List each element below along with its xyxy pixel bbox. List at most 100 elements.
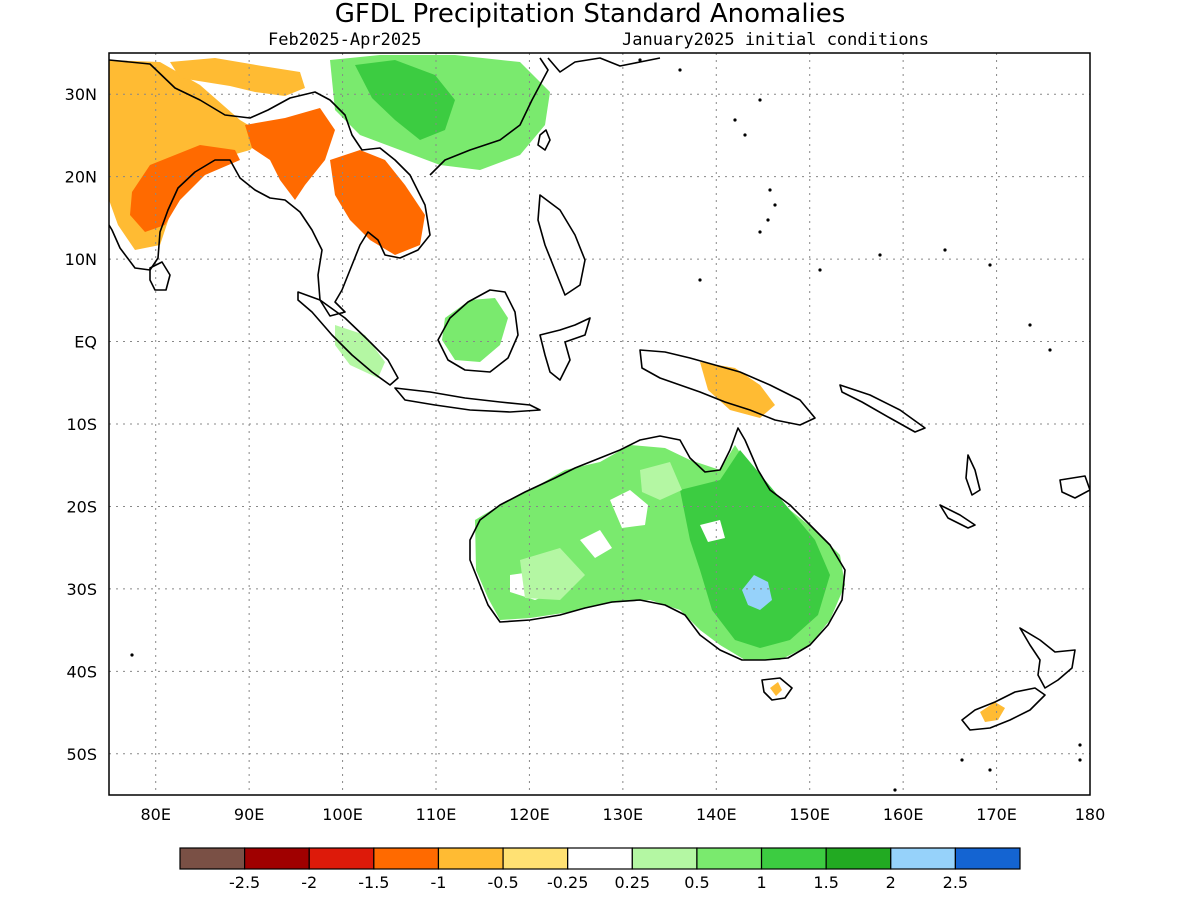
graticule — [109, 53, 1090, 795]
anomaly-region-china-core-wet — [355, 60, 455, 140]
small-island — [1048, 348, 1052, 352]
colorbar-label: 0.25 — [614, 873, 650, 892]
lat-tick-label: 10N — [65, 250, 97, 269]
small-island — [818, 268, 822, 272]
small-island — [988, 263, 992, 267]
small-island — [678, 68, 682, 72]
anomaly-region-tasmania-dry — [770, 682, 782, 696]
lon-tick-label: 100E — [322, 805, 363, 824]
small-island — [1078, 743, 1082, 747]
lon-tick-label: 90E — [234, 805, 264, 824]
anomaly-region-thailand-laos-dry — [330, 150, 425, 255]
small-island — [893, 788, 897, 792]
coastline-china-coast — [429, 57, 549, 176]
anomaly-neutral-patch — [700, 520, 725, 542]
anomaly-region-nsw-peak — [742, 575, 772, 610]
colorbar-label: 2.5 — [943, 873, 968, 892]
colorbar-swatch — [373, 847, 440, 870]
lon-tick-label: 140E — [696, 805, 737, 824]
coastline-layer — [109, 57, 1090, 792]
colorbar-swatch — [890, 847, 956, 870]
anomaly-region-himalaya-dry — [170, 58, 305, 96]
coastline-korea-japan — [547, 57, 661, 73]
colorbar-swatch — [567, 847, 633, 870]
coastline-tasmania — [761, 677, 793, 701]
initial-conditions: January2025 initial conditions — [622, 30, 929, 50]
coastline-nz-south — [961, 687, 1046, 731]
small-island — [768, 188, 772, 192]
anomaly-region-sumatra-wet — [335, 325, 385, 378]
small-island — [988, 768, 992, 772]
anomaly-region-new-guinea-dry — [700, 362, 775, 418]
coastline-sumatra — [297, 291, 399, 386]
colorbar-label: -1.5 — [358, 873, 389, 892]
colorbar-label: 1.5 — [813, 873, 838, 892]
lat-tick-label: 50S — [66, 745, 97, 764]
small-island — [758, 98, 762, 102]
lat-tick-label: EQ — [74, 333, 97, 352]
small-island — [960, 758, 964, 762]
colorbar-label: -0.5 — [487, 873, 518, 892]
small-island — [1028, 323, 1032, 327]
lat-tick-label: 30N — [65, 85, 97, 104]
coastline-philippines — [537, 194, 586, 296]
colorbar-swatch — [760, 847, 827, 870]
colorbar-label: -1 — [430, 873, 446, 892]
lon-tick-label: 130E — [603, 805, 644, 824]
anomaly-light-patch — [520, 548, 585, 600]
coastline-sri-lanka — [149, 261, 171, 291]
coastline-borneo — [437, 289, 519, 373]
small-island — [130, 653, 134, 657]
anomaly-region-myanmar-dry — [245, 108, 335, 200]
coastline-asia-mainland — [109, 59, 431, 317]
colorbar-label: 0.5 — [684, 873, 709, 892]
small-island — [698, 278, 702, 282]
anomaly-shading-layer — [109, 55, 1005, 722]
colorbar-label: -0.25 — [547, 873, 588, 892]
colorbar-legend: -2.5 -2 -1.5 -1 -0.5 -0.25 0.25 0.5 1 1.5 2 2.5 — [179, 847, 1021, 892]
coastline-australia — [469, 427, 846, 661]
coastline-sulawesi — [539, 317, 591, 381]
small-island — [878, 253, 882, 257]
coastline-nz-north — [1019, 627, 1076, 689]
anomaly-region-queensland-wet — [680, 450, 830, 648]
small-island — [766, 218, 770, 222]
lon-tick-label: 150E — [789, 805, 830, 824]
lon-tick-label: 120E — [509, 805, 550, 824]
anomaly-region-india-core-dry — [130, 145, 240, 232]
anomaly-region-borneo-wet — [442, 298, 508, 362]
colorbar-swatch — [502, 847, 569, 870]
coastline-taiwan — [537, 129, 551, 151]
lat-tick-label: 30S — [66, 580, 97, 599]
map-frame — [108, 52, 1091, 796]
longitude-tick-labels: 80E 90E 100E 110E 120E 130E 140E 150E 160E 170E 18… — [140, 805, 1105, 824]
coastline-new-guinea — [639, 349, 816, 426]
small-island — [1078, 758, 1082, 762]
lon-tick-label: 180 — [1075, 805, 1106, 824]
colorbar-swatch — [179, 847, 246, 870]
colorbar-swatch — [954, 847, 1021, 870]
colorbar-label: -2 — [301, 873, 317, 892]
colorbar-swatch — [437, 847, 504, 870]
small-island — [743, 133, 747, 137]
coastline-solomons — [839, 384, 926, 433]
lat-tick-label: 20S — [66, 497, 97, 516]
latitude-tick-labels: 30N 20N 10N EQ 10S 20S 30S 40S 50S — [65, 85, 97, 764]
small-island — [773, 203, 777, 207]
colorbar-swatch — [631, 847, 698, 870]
anomaly-neutral-patch — [610, 490, 648, 528]
lat-tick-label: 40S — [66, 662, 97, 681]
colorbar-label: 1 — [756, 873, 766, 892]
coastline-vanuatu — [965, 454, 981, 496]
small-island — [943, 248, 947, 252]
lon-tick-label: 170E — [976, 805, 1017, 824]
small-island — [638, 58, 642, 62]
coastline-java — [394, 387, 541, 413]
small-island — [733, 118, 737, 122]
colorbar-swatch — [308, 847, 375, 870]
figure-title: GFDL Precipitation Standard Anomalies — [335, 0, 846, 29]
coastline-fiji — [1059, 475, 1090, 499]
colorbar-swatch — [825, 847, 892, 870]
colorbar-swatch — [696, 847, 763, 870]
lon-tick-label: 110E — [416, 805, 457, 824]
